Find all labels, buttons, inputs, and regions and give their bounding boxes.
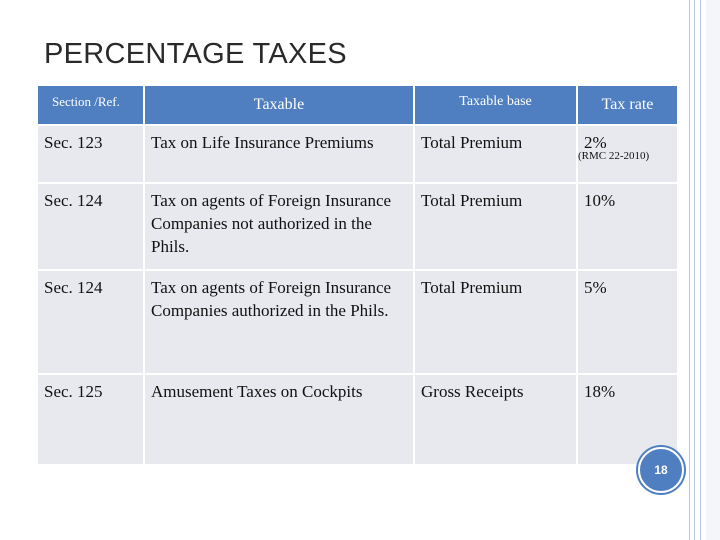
cell-text: Tax on agents of Foreign Insurance Compa… [151,278,392,320]
table-cell: Tax on agents of Foreign Insurance Compa… [143,269,415,375]
column-header: Tax rate [576,84,679,126]
table-cell: Total Premium [413,124,578,184]
table-row: Sec. 123 Tax on Life Insurance Premiums To… [36,124,679,184]
cell-text: 18% [584,382,616,401]
cell-text: Sec. 123 [44,133,103,152]
decor-line [700,0,701,540]
table-cell: Sec. 124 [36,182,145,271]
table-cell: Total Premium [413,269,578,375]
cell-text: Amusement Taxes on Cockpits [151,382,363,401]
cell-text: 2% [584,133,607,152]
column-header: Taxable base [413,84,578,126]
table-cell: 2% (RMC 22-2010) [576,124,679,184]
cell-text: Sec. 124 [44,191,103,210]
table-cell: Sec. 123 [36,124,145,184]
cell-text: Total Premium [421,133,523,152]
cell-text: Sec. 125 [44,382,103,401]
rate-note: (RMC 22-2010) [578,150,650,162]
table-cell: Gross Receipts [413,373,578,466]
table-cell: Sec. 124 [36,269,145,375]
cell-text: Tax on agents of Foreign Insurance Compa… [151,191,392,256]
cell-text: Total Premium [421,278,523,297]
decor-line [694,0,695,540]
table-cell: Tax on agents of Foreign Insurance Compa… [143,182,415,271]
table-cell: Total Premium [413,182,578,271]
table-row: Sec. 125 Amusement Taxes on Cockpits Gross… [36,373,679,466]
side-band [706,0,720,540]
table-row: Sec. 124 Tax on agents of Foreign Insuran… [36,182,679,271]
table-cell: 5% [576,269,679,375]
cell-text: 10% [584,191,616,210]
cell-text: 5% [584,278,607,297]
table-cell: 10% [576,182,679,271]
slide-title: PERCENTAGE TAXES [44,38,347,70]
page-number: 18 [638,447,684,493]
cell-text: Gross Receipts [421,382,524,401]
table-cell: Tax on Life Insurance Premiums [143,124,415,184]
cell-text: Total Premium [421,191,523,210]
cell-text: Sec. 124 [44,278,103,297]
cell-text: Tax on Life Insurance Premiums [151,133,374,152]
table-row: Sec. 124 Tax on agents of Foreign Insuran… [36,269,679,375]
column-header: Taxable [143,84,415,126]
table-cell: Amusement Taxes on Cockpits [143,373,415,466]
column-header: Section /Ref. [36,84,145,126]
table-cell: Sec. 125 [36,373,145,466]
tax-table: Section /Ref. Taxable Taxable base Tax rate… [36,84,679,466]
decor-line [689,0,690,540]
header-row: Section /Ref. Taxable Taxable base Tax rate [36,84,679,126]
